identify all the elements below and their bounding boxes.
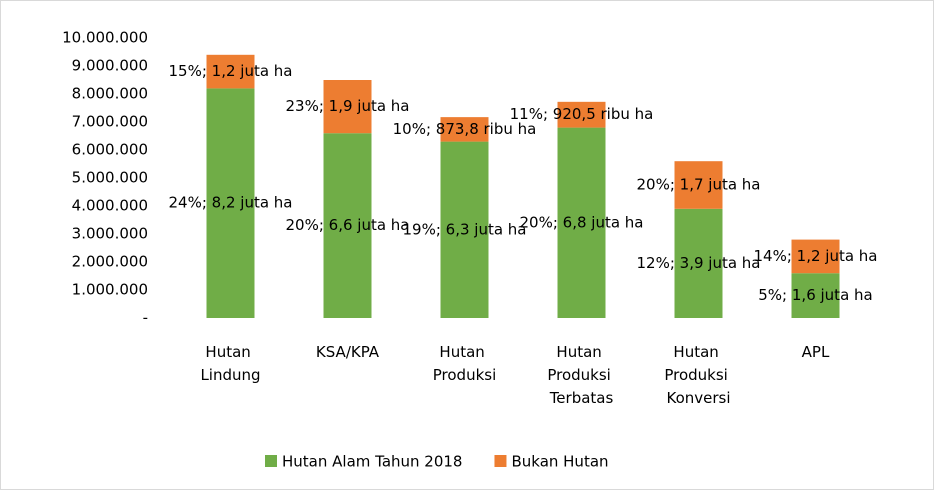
bar-segment bbox=[557, 101, 606, 128]
data-label: 11%; 920,5 ribu ha bbox=[510, 105, 654, 123]
y-tick-label: - bbox=[143, 309, 148, 327]
bar-segment bbox=[206, 88, 255, 319]
y-tick-label: 9.000.000 bbox=[72, 57, 148, 75]
bar-segment bbox=[440, 117, 489, 142]
bar-segment bbox=[674, 161, 723, 209]
x-tick-label: Hutan Lindung bbox=[200, 343, 260, 384]
y-tick-label: 5.000.000 bbox=[72, 169, 148, 187]
legend-swatch bbox=[265, 455, 277, 467]
data-label: 23%; 1,9 juta ha bbox=[286, 97, 410, 115]
data-label: 20%; 6,8 juta ha bbox=[520, 213, 644, 231]
legend-swatch bbox=[494, 455, 507, 467]
bar-segment bbox=[206, 54, 255, 89]
bar-segment bbox=[557, 127, 606, 318]
x-tick-label: KSA/KPA bbox=[316, 343, 380, 361]
bar-segment bbox=[323, 80, 372, 134]
data-label: 5%; 1,6 juta ha bbox=[758, 286, 872, 304]
bar-segment bbox=[440, 141, 489, 318]
bar-segment bbox=[674, 208, 723, 318]
x-tick-label: Hutan Produksi bbox=[433, 343, 497, 384]
x-tick-label: Hutan Produksi Konversi bbox=[664, 343, 732, 407]
data-label: 10%; 873,8 ribu ha bbox=[393, 120, 537, 138]
y-tick-label: 3.000.000 bbox=[72, 225, 148, 243]
data-label: 24%; 8,2 juta ha bbox=[169, 194, 293, 212]
data-label: 20%; 6,6 juta ha bbox=[286, 216, 410, 234]
bar-segment bbox=[791, 273, 840, 318]
bar-segment bbox=[323, 133, 372, 318]
data-label: 12%; 3,9 juta ha bbox=[637, 254, 761, 272]
y-tick-label: 8.000.000 bbox=[72, 85, 148, 103]
y-tick-label: 1.000.000 bbox=[72, 281, 148, 299]
bar-segment bbox=[791, 239, 840, 274]
y-tick-label: 7.000.000 bbox=[72, 113, 148, 131]
y-tick-label: 10.000.000 bbox=[62, 29, 148, 47]
data-label: 15%; 1,2 juta ha bbox=[169, 62, 293, 80]
y-tick-label: 4.000.000 bbox=[72, 197, 148, 215]
legend-label: Bukan Hutan bbox=[511, 453, 608, 471]
data-label: 19%; 6,3 juta ha bbox=[403, 220, 527, 238]
y-tick-label: 6.000.000 bbox=[72, 141, 148, 159]
x-tick-label: APL bbox=[802, 343, 830, 361]
data-label: 20%; 1,7 juta ha bbox=[637, 176, 761, 194]
data-label: 14%; 1,2 juta ha bbox=[754, 247, 878, 265]
y-tick-label: 2.000.000 bbox=[72, 253, 148, 271]
x-tick-label: Hutan Produksi Terbatas bbox=[547, 343, 615, 407]
legend-label: Hutan Alam Tahun 2018 bbox=[282, 453, 462, 471]
